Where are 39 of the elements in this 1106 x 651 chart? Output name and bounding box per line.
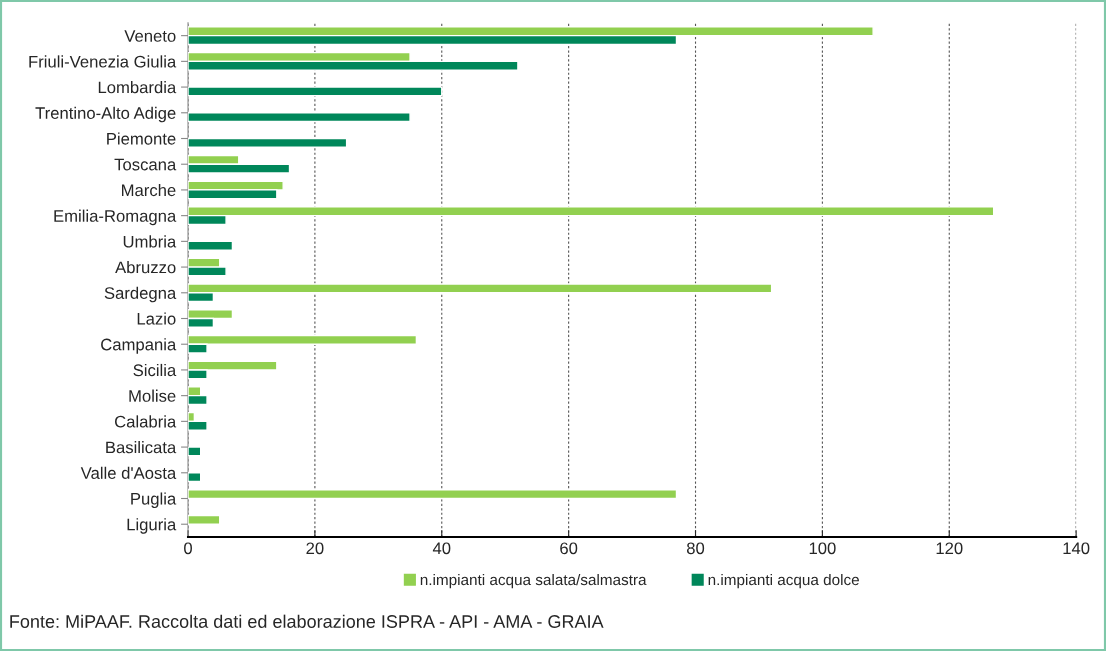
y-tick-label: Trentino-Alto Adige bbox=[35, 106, 176, 123]
x-tick-label: 120 bbox=[936, 542, 963, 555]
y-tick-label: Piemonte bbox=[107, 132, 176, 145]
x-tick-label: 60 bbox=[560, 542, 578, 555]
y-tick-label: Lazio bbox=[137, 312, 176, 325]
y-tick-label: Emilia-Romagna bbox=[54, 209, 177, 226]
y-tick-label: Basilicata bbox=[106, 441, 177, 454]
y-tick-label: Valle d'Aosta bbox=[80, 466, 177, 479]
x-tick-label: 20 bbox=[306, 542, 324, 555]
y-tick-label: Liguria bbox=[127, 518, 177, 534]
y-tick-label: Umbria bbox=[123, 235, 177, 248]
y-tick-label: Marche bbox=[122, 183, 176, 197]
bar bbox=[188, 514, 221, 525]
y-tick-label: Puglia bbox=[131, 492, 177, 508]
x-tick-label: 40 bbox=[432, 542, 451, 555]
bar bbox=[188, 112, 411, 123]
legend-label: n.impianti acqua dolce bbox=[708, 573, 859, 589]
y-tick-label: Molise bbox=[129, 389, 176, 402]
source-note: Fonte: MiPAAF. Raccolta dati ed elaborazione ISPRA - API - AMA - GRAIA bbox=[10, 614, 604, 628]
bar bbox=[188, 86, 443, 97]
x-tick-label: 80 bbox=[686, 542, 705, 555]
y-tick-label: Calabria bbox=[115, 415, 177, 428]
y-tick-label: Sardegna bbox=[104, 286, 177, 303]
y-tick-label: Abruzzo bbox=[115, 261, 176, 274]
y-tick-label: Sicilia bbox=[133, 363, 177, 377]
bar bbox=[188, 489, 678, 500]
bar bbox=[188, 137, 348, 148]
bar bbox=[188, 472, 202, 483]
bar bbox=[188, 240, 234, 251]
y-tick-label: Veneto bbox=[124, 30, 176, 42]
y-tick-label: Lombardia bbox=[98, 81, 177, 94]
x-tick-label: 0 bbox=[184, 542, 192, 555]
x-tick-label: 140 bbox=[1063, 542, 1090, 555]
y-tick-label: Friuli-Venezia Giulia bbox=[29, 55, 177, 68]
x-tick-label: 100 bbox=[809, 542, 836, 555]
y-tick-label: Toscana bbox=[114, 158, 177, 171]
y-tick-label: Campania bbox=[101, 338, 177, 354]
bar bbox=[188, 446, 202, 457]
legend-label: n.impianti acqua salata/salmastra bbox=[420, 573, 647, 589]
